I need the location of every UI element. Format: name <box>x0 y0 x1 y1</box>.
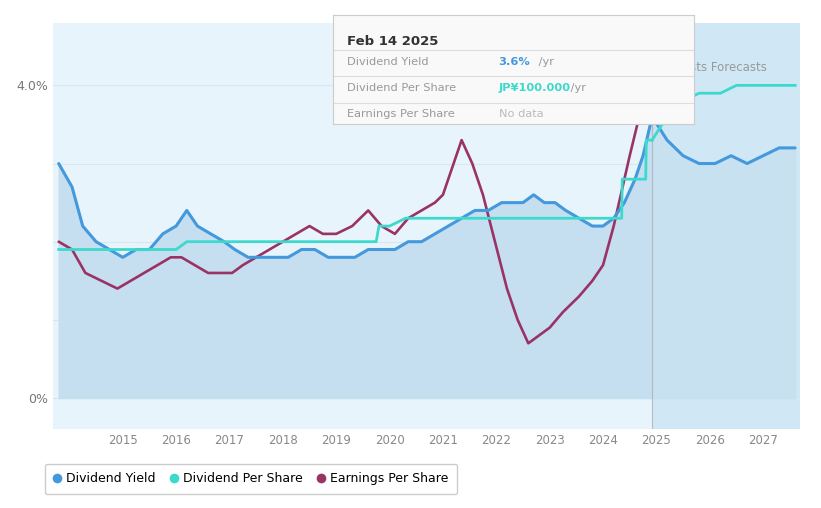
Text: JP¥100.000: JP¥100.000 <box>498 83 571 93</box>
Text: Earnings Per Share: Earnings Per Share <box>347 109 455 118</box>
Bar <box>652 23 800 429</box>
Text: Feb 14 2025: Feb 14 2025 <box>347 35 438 48</box>
Text: No data: No data <box>498 109 544 118</box>
Text: /yr: /yr <box>534 57 554 67</box>
Text: Past: Past <box>624 60 649 74</box>
Text: Dividend Per Share: Dividend Per Share <box>347 83 456 93</box>
Legend: Dividend Yield, Dividend Per Share, Earnings Per Share: Dividend Yield, Dividend Per Share, Earn… <box>44 464 457 494</box>
Text: Analysts Forecasts: Analysts Forecasts <box>658 60 768 74</box>
Text: /yr: /yr <box>567 83 586 93</box>
Text: Dividend Yield: Dividend Yield <box>347 57 429 67</box>
Text: 3.6%: 3.6% <box>498 57 530 67</box>
